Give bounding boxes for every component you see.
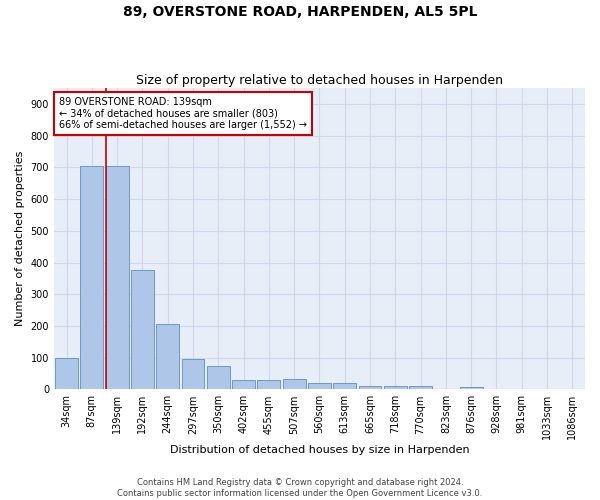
Y-axis label: Number of detached properties: Number of detached properties <box>15 151 25 326</box>
Text: 89 OVERSTONE ROAD: 139sqm
← 34% of detached houses are smaller (803)
66% of semi: 89 OVERSTONE ROAD: 139sqm ← 34% of detac… <box>59 97 307 130</box>
Bar <box>283 379 305 390</box>
Bar <box>207 366 230 390</box>
Bar <box>232 380 255 390</box>
Bar <box>409 386 432 390</box>
Title: Size of property relative to detached houses in Harpenden: Size of property relative to detached ho… <box>136 74 503 87</box>
Text: Contains HM Land Registry data © Crown copyright and database right 2024.
Contai: Contains HM Land Registry data © Crown c… <box>118 478 482 498</box>
Bar <box>308 383 331 390</box>
Bar <box>55 358 78 390</box>
Bar <box>460 387 482 390</box>
Bar <box>384 386 407 390</box>
Bar <box>157 324 179 390</box>
Bar <box>106 166 128 390</box>
Bar <box>182 358 205 390</box>
Text: 89, OVERSTONE ROAD, HARPENDEN, AL5 5PL: 89, OVERSTONE ROAD, HARPENDEN, AL5 5PL <box>123 5 477 19</box>
Bar <box>334 383 356 390</box>
Bar <box>257 380 280 390</box>
Bar <box>359 386 382 390</box>
Bar <box>131 270 154 390</box>
X-axis label: Distribution of detached houses by size in Harpenden: Distribution of detached houses by size … <box>170 445 469 455</box>
Bar <box>80 166 103 390</box>
